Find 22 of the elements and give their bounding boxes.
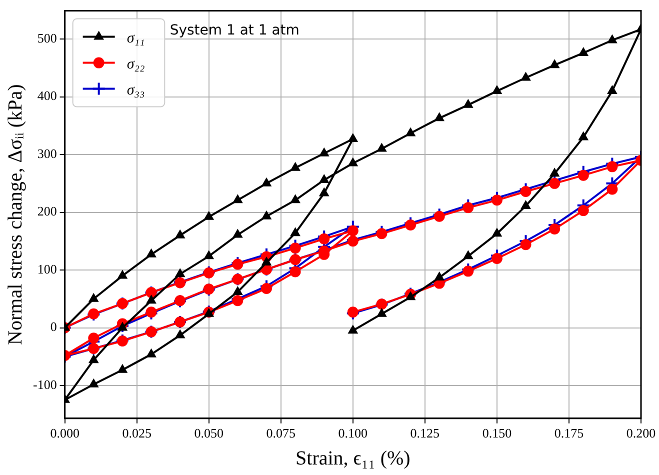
y-tick-label: -100 [32, 376, 57, 392]
x-tick-label: 0.025 [122, 426, 152, 441]
y-tick-label: 0 [50, 319, 57, 334]
y-tick-label: 500 [37, 30, 57, 46]
x-tick-label: 0.050 [194, 426, 224, 441]
legend-label: σ₃₃ [126, 82, 145, 99]
annotation: System 1 at 1 atm [170, 22, 300, 38]
x-tick-label: 0.125 [410, 426, 440, 441]
y-tick-label: 100 [37, 261, 57, 276]
x-tick-label: 0.175 [554, 426, 584, 441]
y-tick-label: 200 [37, 204, 57, 219]
legend-label: σ₁₁ [126, 30, 145, 47]
x-tick-label: 0.000 [50, 426, 80, 441]
x-tick-label: 0.075 [266, 426, 296, 441]
x-axis-title: Strain, ϵ₁₁ (%) [296, 447, 410, 470]
y-tick-label: 400 [37, 88, 57, 104]
x-tick-label: 0.100 [338, 426, 368, 441]
legend-label: σ₂₂ [126, 56, 145, 73]
y-axis-title: Normal stress change, Δσᵢᵢ (kPa) [4, 84, 26, 345]
x-tick-label: 0.150 [482, 426, 512, 441]
x-tick-label: 0.200 [626, 426, 656, 441]
y-tick-label: 300 [37, 146, 57, 161]
